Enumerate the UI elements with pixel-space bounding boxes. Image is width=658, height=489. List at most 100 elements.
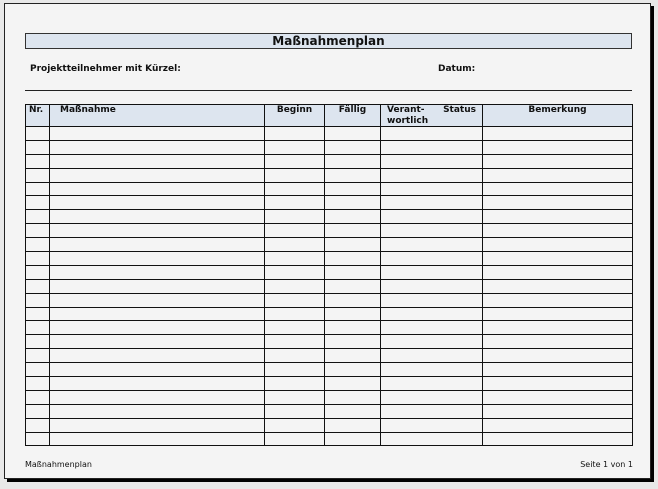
table-cell[interactable] [324, 389, 381, 405]
table-cell[interactable] [264, 264, 325, 280]
table-cell[interactable] [264, 320, 325, 336]
table-cell[interactable] [324, 376, 381, 391]
table-cell[interactable] [482, 237, 633, 253]
table-cell[interactable] [25, 403, 50, 419]
table-cell[interactable] [380, 320, 483, 336]
table-cell[interactable] [380, 292, 483, 308]
table-cell[interactable] [25, 362, 50, 378]
table-cell[interactable] [482, 181, 633, 197]
table-cell[interactable] [49, 403, 265, 419]
table-cell[interactable] [264, 334, 325, 350]
table-cell[interactable] [49, 431, 265, 447]
table-cell[interactable] [482, 431, 633, 447]
table-cell[interactable] [380, 278, 483, 294]
table-cell[interactable] [482, 389, 633, 405]
table-cell[interactable] [264, 403, 325, 419]
table-cell[interactable] [264, 251, 325, 266]
table-cell[interactable] [380, 167, 483, 183]
table-cell[interactable] [25, 334, 50, 350]
table-cell[interactable] [380, 362, 483, 378]
table-cell[interactable] [49, 264, 265, 280]
table-cell[interactable] [380, 334, 483, 350]
table-cell[interactable] [380, 223, 483, 239]
table-cell[interactable] [49, 417, 265, 433]
table-cell[interactable] [324, 278, 381, 294]
table-cell[interactable] [25, 237, 50, 253]
table-cell[interactable] [380, 209, 483, 225]
table-cell[interactable] [324, 320, 381, 336]
table-cell[interactable] [324, 126, 381, 141]
table-cell[interactable] [380, 264, 483, 280]
table-cell[interactable] [324, 195, 381, 211]
table-cell[interactable] [49, 389, 265, 405]
table-cell[interactable] [380, 306, 483, 322]
table-cell[interactable] [380, 417, 483, 433]
table-cell[interactable] [25, 209, 50, 225]
table-cell[interactable] [324, 181, 381, 197]
table-cell[interactable] [324, 417, 381, 433]
table-cell[interactable] [324, 362, 381, 378]
table-cell[interactable] [25, 195, 50, 211]
table-cell[interactable] [49, 139, 265, 155]
table-cell[interactable] [264, 153, 325, 169]
table-cell[interactable] [49, 320, 265, 336]
table-cell[interactable] [380, 195, 483, 211]
table-cell[interactable] [25, 264, 50, 280]
table-cell[interactable] [482, 320, 633, 336]
table-cell[interactable] [324, 348, 381, 364]
table-cell[interactable] [264, 376, 325, 391]
table-cell[interactable] [324, 209, 381, 225]
table-cell[interactable] [264, 237, 325, 253]
table-cell[interactable] [380, 139, 483, 155]
table-cell[interactable] [25, 348, 50, 364]
table-cell[interactable] [482, 376, 633, 391]
table-cell[interactable] [482, 209, 633, 225]
table-cell[interactable] [49, 306, 265, 322]
table-cell[interactable] [49, 126, 265, 141]
table-cell[interactable] [380, 251, 483, 266]
table-cell[interactable] [324, 139, 381, 155]
table-cell[interactable] [380, 389, 483, 405]
table-cell[interactable] [49, 278, 265, 294]
table-cell[interactable] [25, 126, 50, 141]
table-cell[interactable] [264, 348, 325, 364]
table-cell[interactable] [49, 376, 265, 391]
table-cell[interactable] [482, 292, 633, 308]
table-cell[interactable] [324, 334, 381, 350]
table-cell[interactable] [49, 334, 265, 350]
table-cell[interactable] [49, 362, 265, 378]
table-cell[interactable] [482, 153, 633, 169]
table-cell[interactable] [25, 306, 50, 322]
table-cell[interactable] [264, 209, 325, 225]
table-cell[interactable] [264, 195, 325, 211]
table-cell[interactable] [482, 362, 633, 378]
table-cell[interactable] [49, 181, 265, 197]
table-cell[interactable] [49, 167, 265, 183]
table-cell[interactable] [324, 403, 381, 419]
table-cell[interactable] [25, 181, 50, 197]
table-cell[interactable] [482, 167, 633, 183]
table-cell[interactable] [380, 181, 483, 197]
table-cell[interactable] [25, 153, 50, 169]
table-cell[interactable] [380, 348, 483, 364]
table-cell[interactable] [49, 251, 265, 266]
table-cell[interactable] [264, 278, 325, 294]
table-cell[interactable] [482, 417, 633, 433]
table-cell[interactable] [482, 334, 633, 350]
table-cell[interactable] [264, 139, 325, 155]
table-cell[interactable] [264, 223, 325, 239]
table-cell[interactable] [25, 139, 50, 155]
table-cell[interactable] [25, 278, 50, 294]
table-cell[interactable] [25, 389, 50, 405]
table-cell[interactable] [380, 126, 483, 141]
table-cell[interactable] [49, 348, 265, 364]
table-cell[interactable] [324, 223, 381, 239]
table-cell[interactable] [264, 167, 325, 183]
table-cell[interactable] [482, 278, 633, 294]
table-cell[interactable] [482, 348, 633, 364]
table-cell[interactable] [324, 431, 381, 447]
table-cell[interactable] [482, 223, 633, 239]
table-cell[interactable] [324, 306, 381, 322]
table-cell[interactable] [264, 181, 325, 197]
table-cell[interactable] [482, 251, 633, 266]
